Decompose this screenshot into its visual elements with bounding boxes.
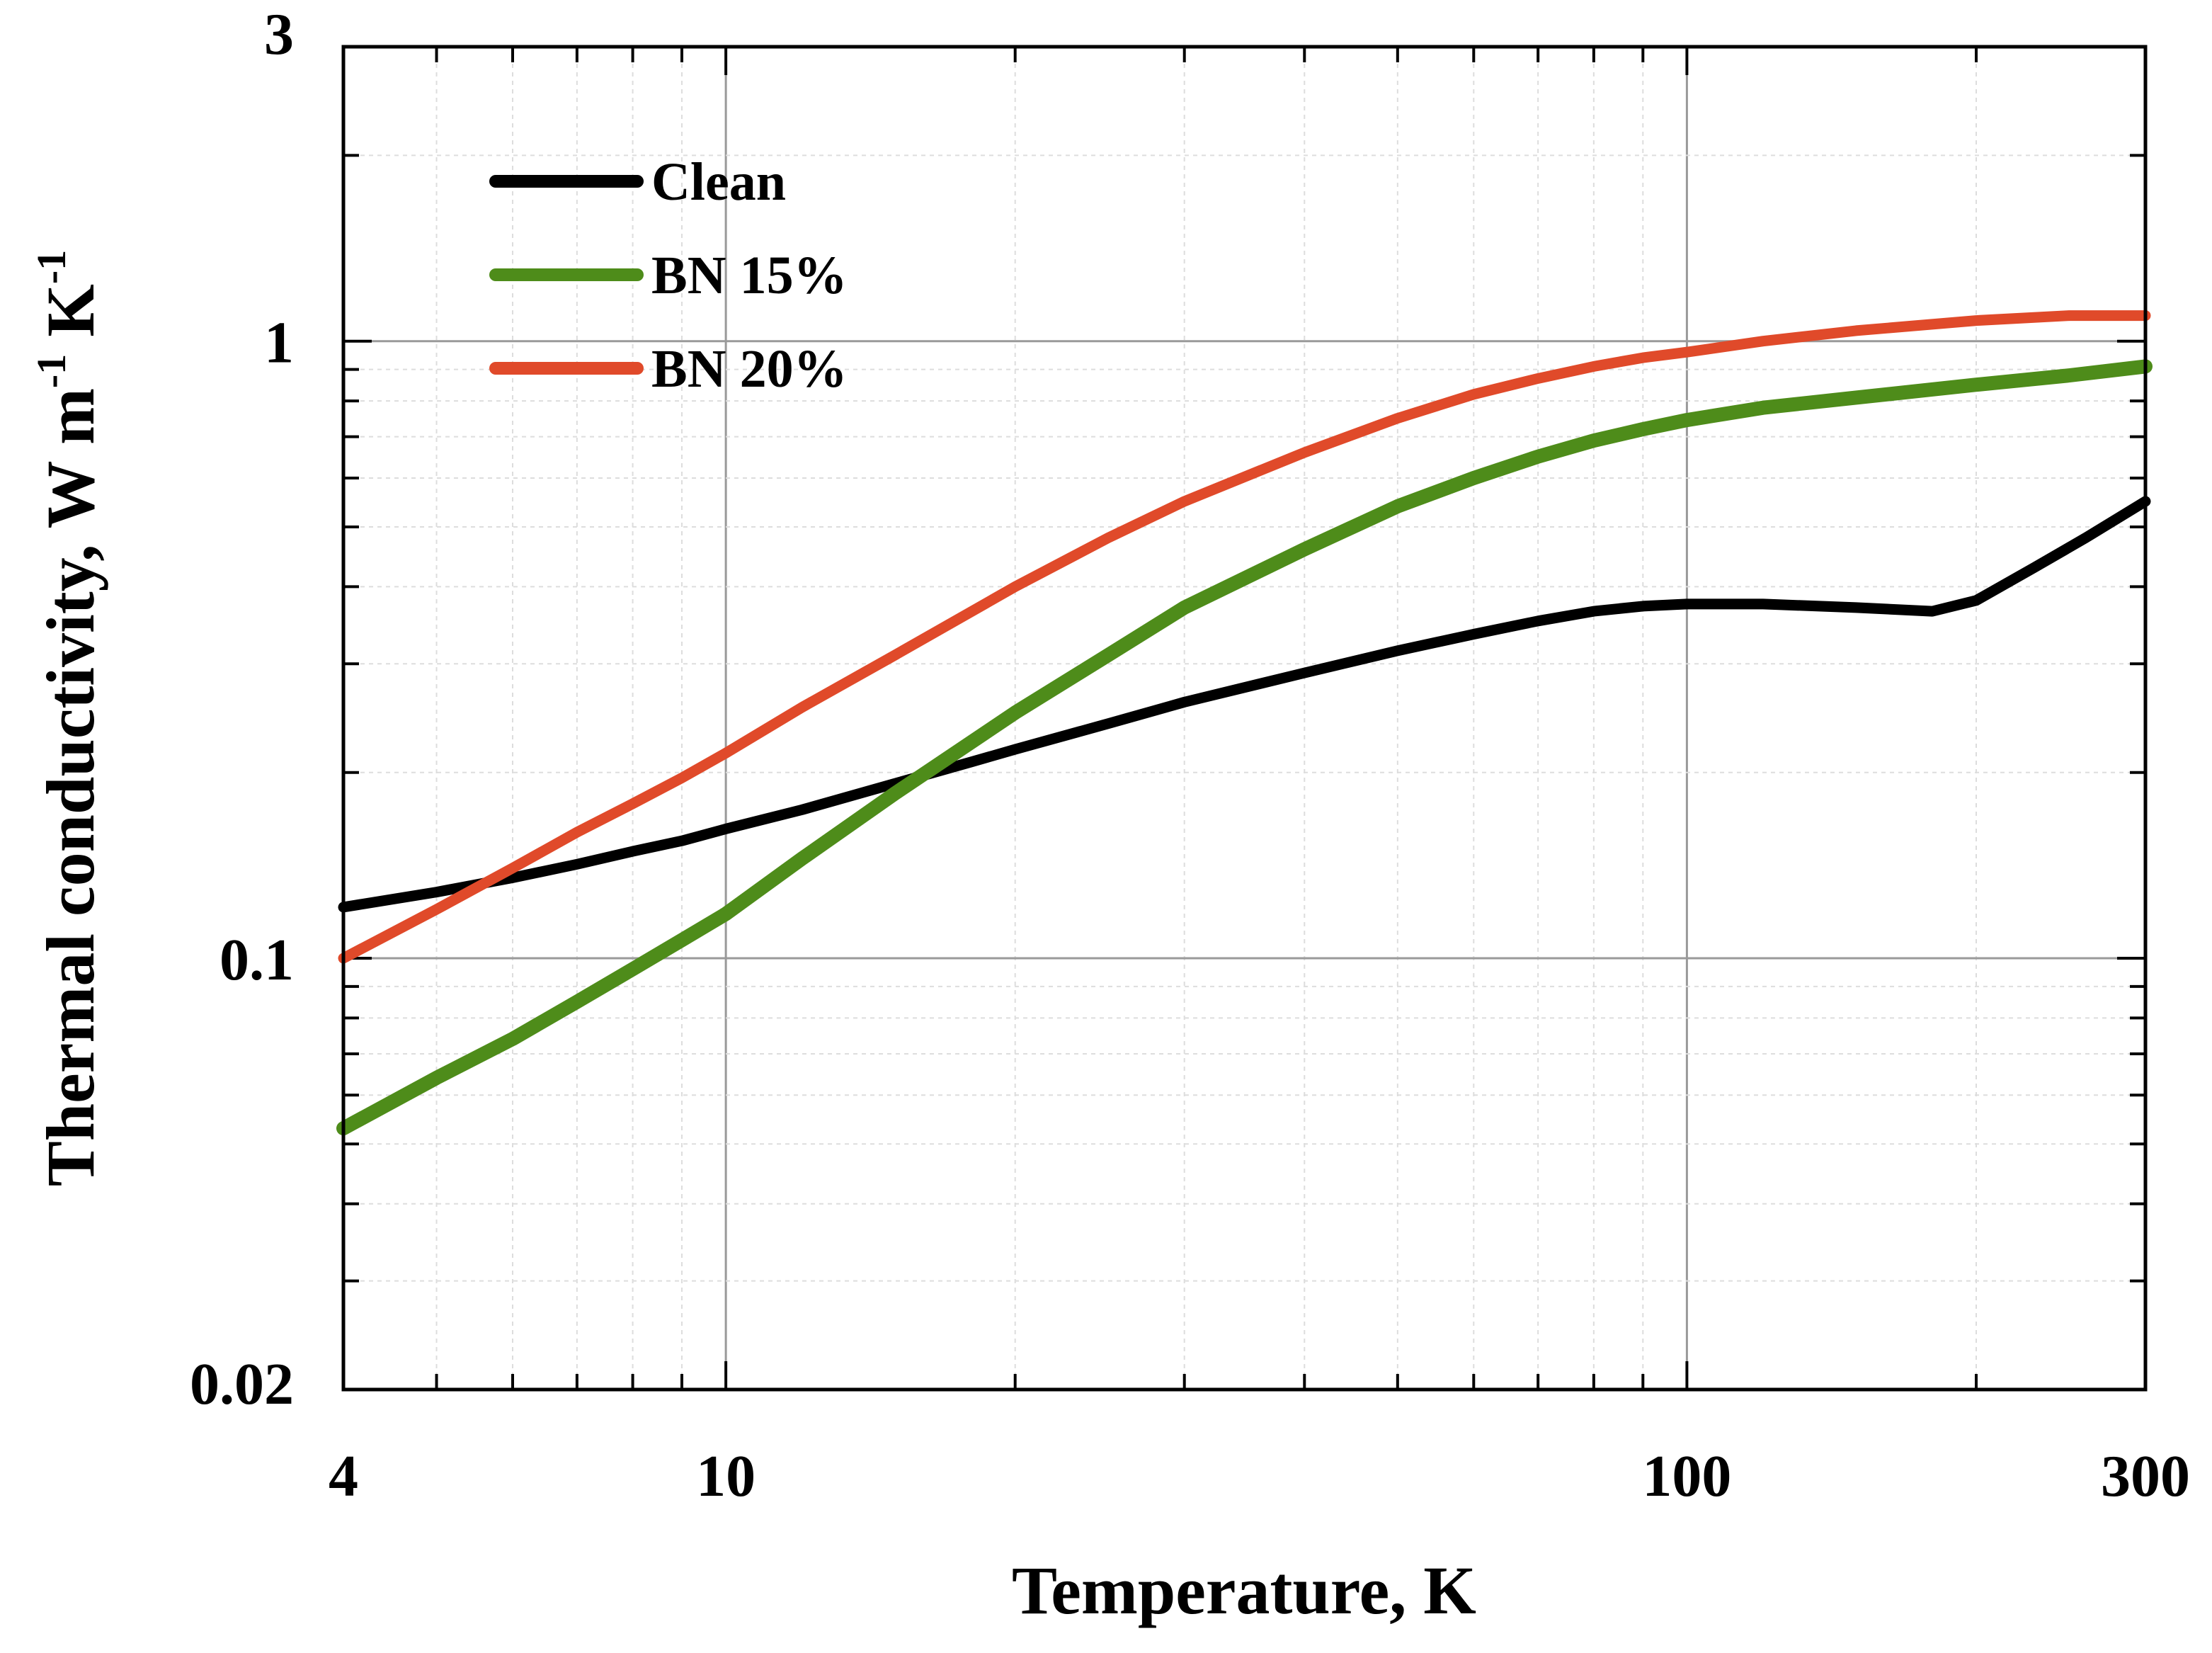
y-axis-title-main: Thermal conductivity, W m [33, 388, 108, 1186]
x-tick-label: 10 [696, 1443, 756, 1509]
legend-label: BN 15% [651, 246, 848, 305]
legend-label: Clean [651, 152, 786, 212]
x-tick-label: 4 [329, 1443, 358, 1509]
y-tick-label: 1 [264, 310, 294, 376]
y-axis-title-mid: K [33, 284, 108, 354]
legend: Clean BN 15% BN 20% [489, 152, 848, 399]
y-tick-label: 0.02 [190, 1351, 294, 1417]
series-line-clean [338, 496, 2151, 913]
x-axis-title: Temperature, K [1012, 1552, 1476, 1628]
x-tick-labels: 4 10 100 300 [329, 1443, 2190, 1509]
y-axis-title-exp2: -1 [28, 250, 74, 284]
series-line-bn-15- [336, 359, 2153, 1136]
x-tick-label: 300 [2101, 1443, 2190, 1509]
y-axis-title: Thermal conductivity, W m-1 K-1 [28, 250, 108, 1186]
y-axis-title-exp1: -1 [28, 354, 74, 388]
x-tick-label: 100 [1642, 1443, 1731, 1509]
plot-frame [341, 45, 2148, 1392]
series-lines [336, 310, 2153, 1136]
axis-ticks [343, 47, 2145, 1390]
y-tick-labels: 0.02 0.1 1 3 [190, 1, 294, 1417]
series-line-bn-20- [338, 310, 2151, 964]
y-tick-label: 0.1 [220, 927, 294, 993]
y-tick-label: 3 [264, 1, 294, 67]
grid [343, 47, 2145, 1390]
legend-label: BN 20% [651, 339, 848, 399]
